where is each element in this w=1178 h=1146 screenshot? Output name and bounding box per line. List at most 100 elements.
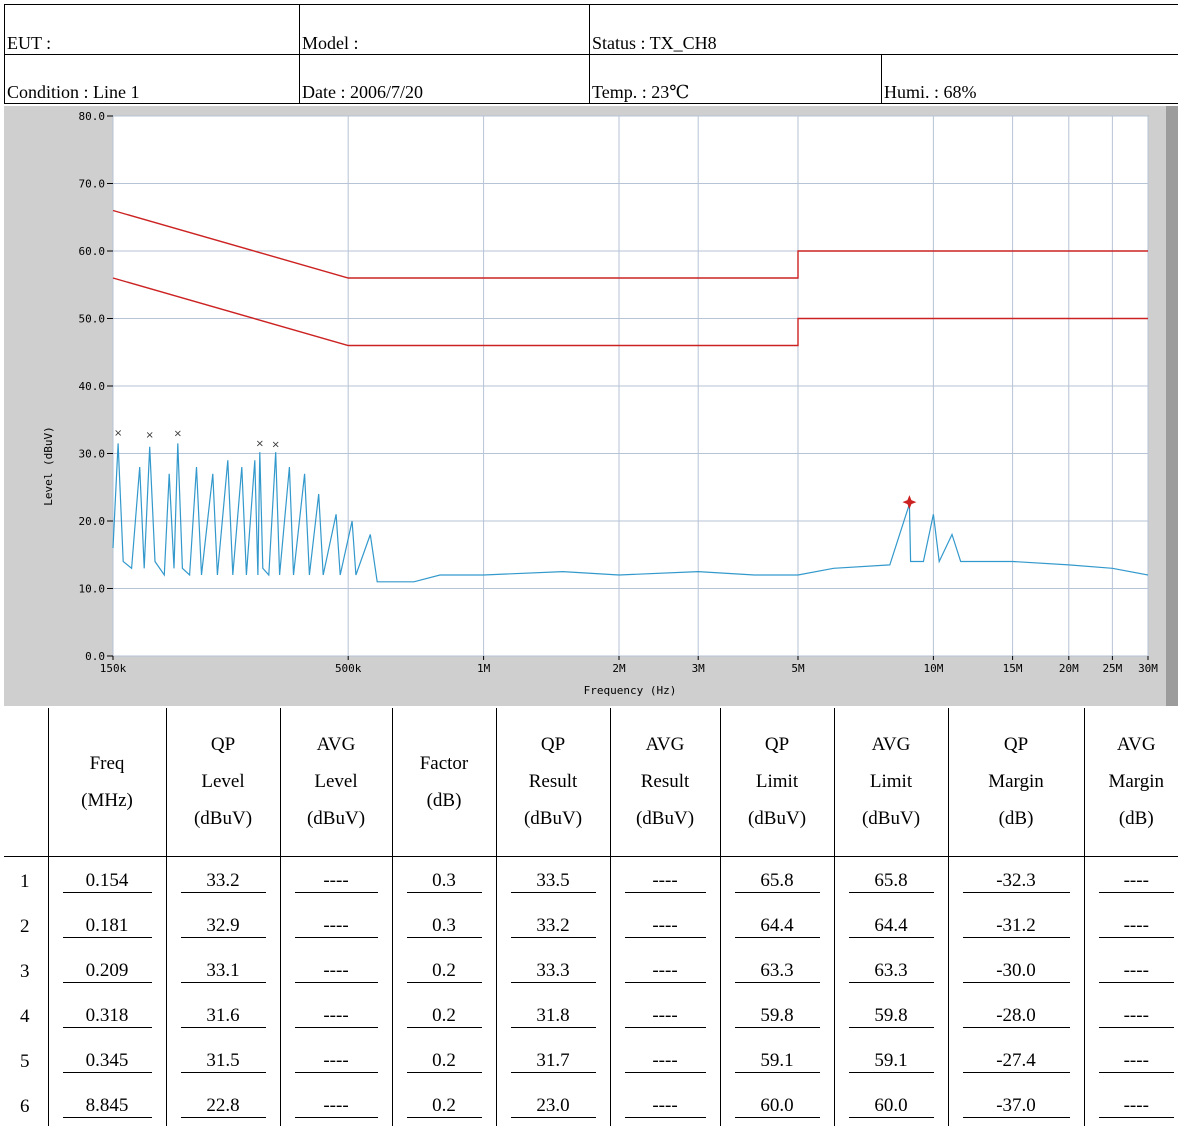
table-cell: 0.3 — [391, 901, 496, 946]
table-cell: ---- — [609, 1036, 720, 1081]
table-cell: 31.5 — [165, 1036, 280, 1081]
y-axis-ticks: 0.0 10.0 20.0 30.0 40.0 50.0 60.0 70.0 80.0 — [79, 110, 113, 663]
table-row: 3 0.209 33.1 ---- 0.2 33.3 ---- 63.3 63.3 -30.0 --… — [4, 946, 1178, 991]
table-cell: 33.2 — [495, 901, 610, 946]
emission-chart: 0.0 10.0 20.0 30.0 40.0 50.0 60.0 70.0 80.0 150k… — [42, 110, 1158, 697]
temp-label: Temp. : 23℃ — [589, 53, 882, 104]
table-cell: 33.2 — [165, 856, 280, 901]
y-tick-label: 10.0 — [79, 583, 106, 596]
x-axis-label: Frequency (Hz) — [584, 684, 677, 697]
table-row: 4 0.318 31.6 ---- 0.2 31.8 ---- 59.8 59.8 -28.0 --… — [4, 991, 1178, 1036]
table-cell: ---- — [1083, 856, 1178, 901]
row-index: 3 — [20, 961, 30, 982]
results-col-header: AVG Level (dBuV) — [279, 708, 392, 857]
table-cell: 33.1 — [165, 946, 280, 991]
qp-limit-line — [112, 209, 1148, 279]
row-index: 5 — [20, 1051, 30, 1072]
peak-marker: × — [256, 439, 264, 450]
row-index: 1 — [20, 871, 30, 892]
table-cell: 8.845 — [47, 1081, 166, 1126]
chart-markers: × × × × × — [114, 428, 917, 510]
y-tick-label: 20.0 — [79, 515, 106, 528]
results-col-header: AVG Margin (dB) — [1083, 708, 1178, 857]
table-cell: 32.9 — [165, 901, 280, 946]
x-tick-label: 500k — [335, 662, 362, 675]
table-cell: 23.0 — [495, 1081, 610, 1126]
row-index: 2 — [20, 916, 30, 937]
table-cell: ---- — [1083, 946, 1178, 991]
eut-label: EUT : — [4, 4, 300, 55]
x-axis-ticks: 150k 500k 1M 2M 3M 5M 10M 15M 20M 25M 30M — [100, 656, 1158, 675]
x-tick-label: 150k — [100, 662, 127, 675]
x-tick-label: 15M — [1003, 662, 1023, 675]
table-cell: 33.3 — [495, 946, 610, 991]
table-cell: ---- — [279, 1036, 392, 1081]
y-tick-label: 0.0 — [85, 650, 105, 663]
table-row: 5 0.345 31.5 ---- 0.2 31.7 ---- 59.1 59.1 -27.4 --… — [4, 1036, 1178, 1081]
results-table: Freq (MHz) QP Level (dBuV) AVG Level (dBuV) Fact… — [4, 708, 1178, 1126]
table-cell: 0.2 — [391, 946, 496, 991]
y-tick-label: 50.0 — [79, 313, 106, 326]
measured-trace — [112, 443, 1149, 583]
row-index: 6 — [20, 1096, 30, 1117]
table-cell: 0.2 — [391, 1081, 496, 1126]
results-col-header: QP Level (dBuV) — [165, 708, 280, 857]
results-col-header: QP Margin (dB) — [947, 708, 1084, 857]
table-cell: 31.6 — [165, 991, 280, 1036]
table-cell: ---- — [1083, 1081, 1178, 1126]
y-tick-label: 40.0 — [79, 380, 106, 393]
table-cell: ---- — [279, 901, 392, 946]
table-cell: ---- — [279, 856, 392, 901]
row-index: 4 — [20, 1006, 30, 1027]
x-tick-label: 20M — [1059, 662, 1079, 675]
table-cell: 0.345 — [47, 1036, 166, 1081]
y-tick-label: 60.0 — [79, 245, 106, 258]
table-cell: 65.8 — [833, 856, 948, 901]
table-cell: 64.4 — [833, 901, 948, 946]
table-cell: 33.5 — [495, 856, 610, 901]
table-cell: 31.8 — [495, 991, 610, 1036]
peak-marker: × — [146, 430, 154, 441]
table-row: 6 8.845 22.8 ---- 0.2 23.0 ---- 60.0 60.0 -37.0 --… — [4, 1081, 1178, 1126]
table-cell: 0.2 — [391, 1036, 496, 1081]
table-cell: ---- — [609, 1081, 720, 1126]
y-tick-label: 80.0 — [79, 110, 106, 123]
table-cell: 65.8 — [719, 856, 834, 901]
table-cell: ---- — [279, 946, 392, 991]
table-cell: ---- — [279, 991, 392, 1036]
peak-star-marker — [902, 495, 917, 510]
table-cell: ---- — [609, 901, 720, 946]
table-cell: ---- — [609, 946, 720, 991]
table-cell: 22.8 — [165, 1081, 280, 1126]
results-col-header: Freq (MHz) — [47, 708, 166, 857]
x-tick-label: 10M — [923, 662, 943, 675]
results-col-header: QP Result (dBuV) — [495, 708, 610, 857]
y-tick-label: 30.0 — [79, 448, 106, 461]
table-cell: ---- — [1083, 1036, 1178, 1081]
table-cell: 0.154 — [47, 856, 166, 901]
y-axis-label: Level (dBuV) — [42, 426, 55, 505]
chart-right-bar — [1166, 106, 1178, 706]
table-cell: 0.209 — [47, 946, 166, 991]
table-cell: 59.1 — [833, 1036, 948, 1081]
table-cell: 0.181 — [47, 901, 166, 946]
table-cell: ---- — [609, 856, 720, 901]
table-cell: 60.0 — [719, 1081, 834, 1126]
results-col-header: AVG Limit (dBuV) — [833, 708, 948, 857]
table-cell: -32.3 — [947, 856, 1084, 901]
table-cell: 64.4 — [719, 901, 834, 946]
table-cell: 0.318 — [47, 991, 166, 1036]
table-cell: -28.0 — [947, 991, 1084, 1036]
table-cell: ---- — [1083, 991, 1178, 1036]
table-cell: 59.8 — [719, 991, 834, 1036]
x-tick-label: 5M — [791, 662, 805, 675]
status-label: Status : TX_CH8 — [589, 4, 1178, 55]
results-col-header: AVG Result (dBuV) — [609, 708, 720, 857]
x-tick-label: 3M — [692, 662, 706, 675]
table-cell: -30.0 — [947, 946, 1084, 991]
results-col-header: QP Limit (dBuV) — [719, 708, 834, 857]
table-cell: 0.2 — [391, 991, 496, 1036]
avg-limit-line — [112, 277, 1148, 347]
x-tick-label: 30M — [1138, 662, 1158, 675]
table-cell: -31.2 — [947, 901, 1084, 946]
